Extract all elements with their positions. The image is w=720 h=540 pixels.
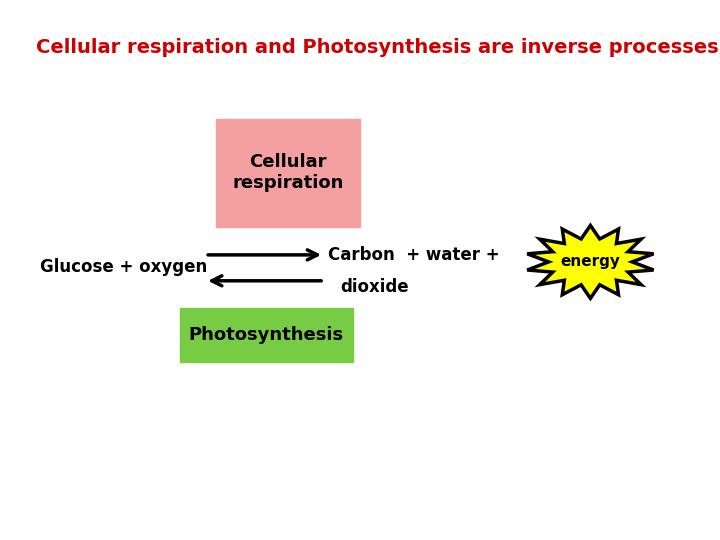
Polygon shape [527, 226, 654, 298]
FancyBboxPatch shape [180, 308, 353, 362]
Text: Cellular respiration and Photosynthesis are inverse processes: Cellular respiration and Photosynthesis … [36, 38, 719, 57]
Text: Cellular
respiration: Cellular respiration [233, 153, 343, 192]
Text: energy: energy [560, 254, 621, 269]
Text: Photosynthesis: Photosynthesis [189, 326, 344, 344]
Text: dioxide: dioxide [340, 278, 408, 296]
FancyBboxPatch shape [216, 119, 360, 227]
Text: Carbon  + water +: Carbon + water + [328, 246, 499, 264]
Text: Glucose + oxygen: Glucose + oxygen [40, 258, 207, 276]
